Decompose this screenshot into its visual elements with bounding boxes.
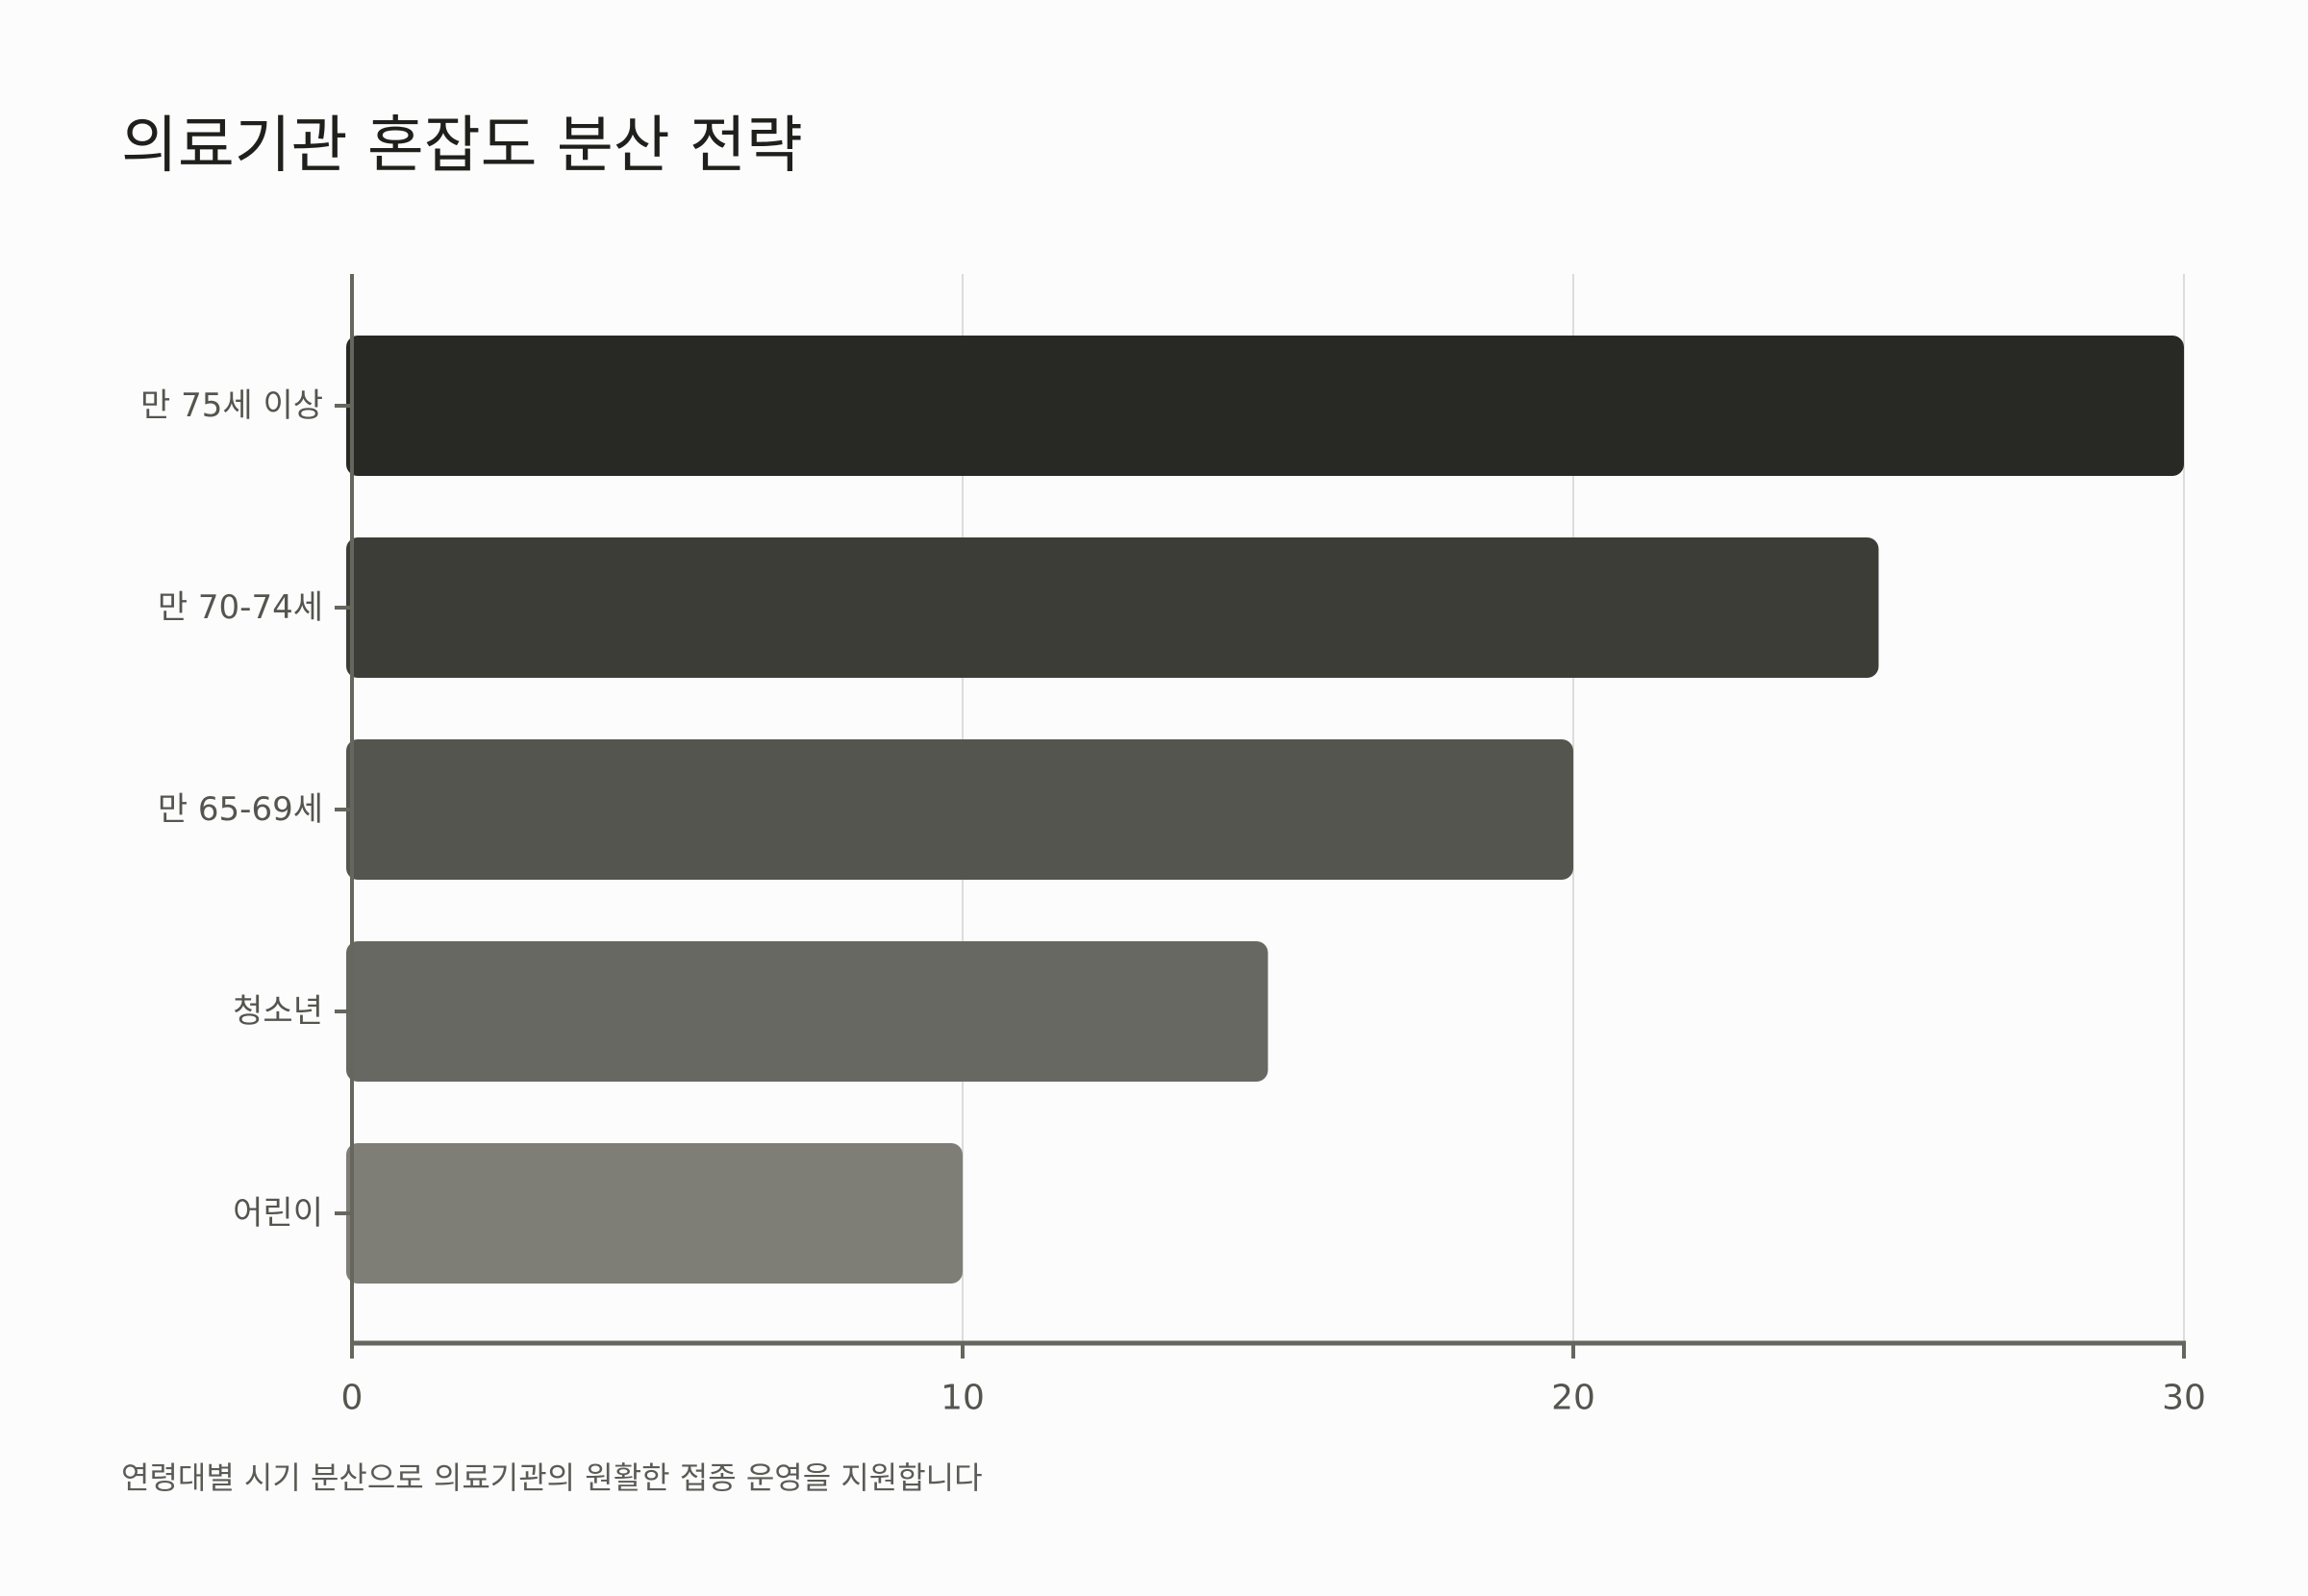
bars xyxy=(346,336,2184,1284)
y-tick-label: 만 65-69세 xyxy=(158,790,323,829)
y-tick-label: 어린이 xyxy=(233,1194,323,1233)
x-tick-label: 30 xyxy=(2162,1379,2206,1418)
bar xyxy=(346,1143,963,1284)
chart-footnote: 연령대별 시기 분산으로 의료기관의 원활한 접종 운영을 지원합니다 xyxy=(121,1459,983,1496)
y-tick-label: 만 70-74세 xyxy=(158,588,323,627)
bar xyxy=(346,739,1573,880)
bar xyxy=(346,336,2184,476)
x-tick-label: 10 xyxy=(941,1379,985,1418)
x-tick-label: 20 xyxy=(1551,1379,1595,1418)
x-tick-label: 0 xyxy=(341,1379,364,1418)
chart-title: 의료기관 혼잡도 분산 전략 xyxy=(121,111,803,182)
y-tick-label: 만 75세 이상 xyxy=(140,387,323,425)
bar xyxy=(346,537,1879,678)
bar xyxy=(346,941,1268,1082)
y-tick-label: 청소년 xyxy=(233,992,323,1031)
axes xyxy=(335,274,2186,1359)
